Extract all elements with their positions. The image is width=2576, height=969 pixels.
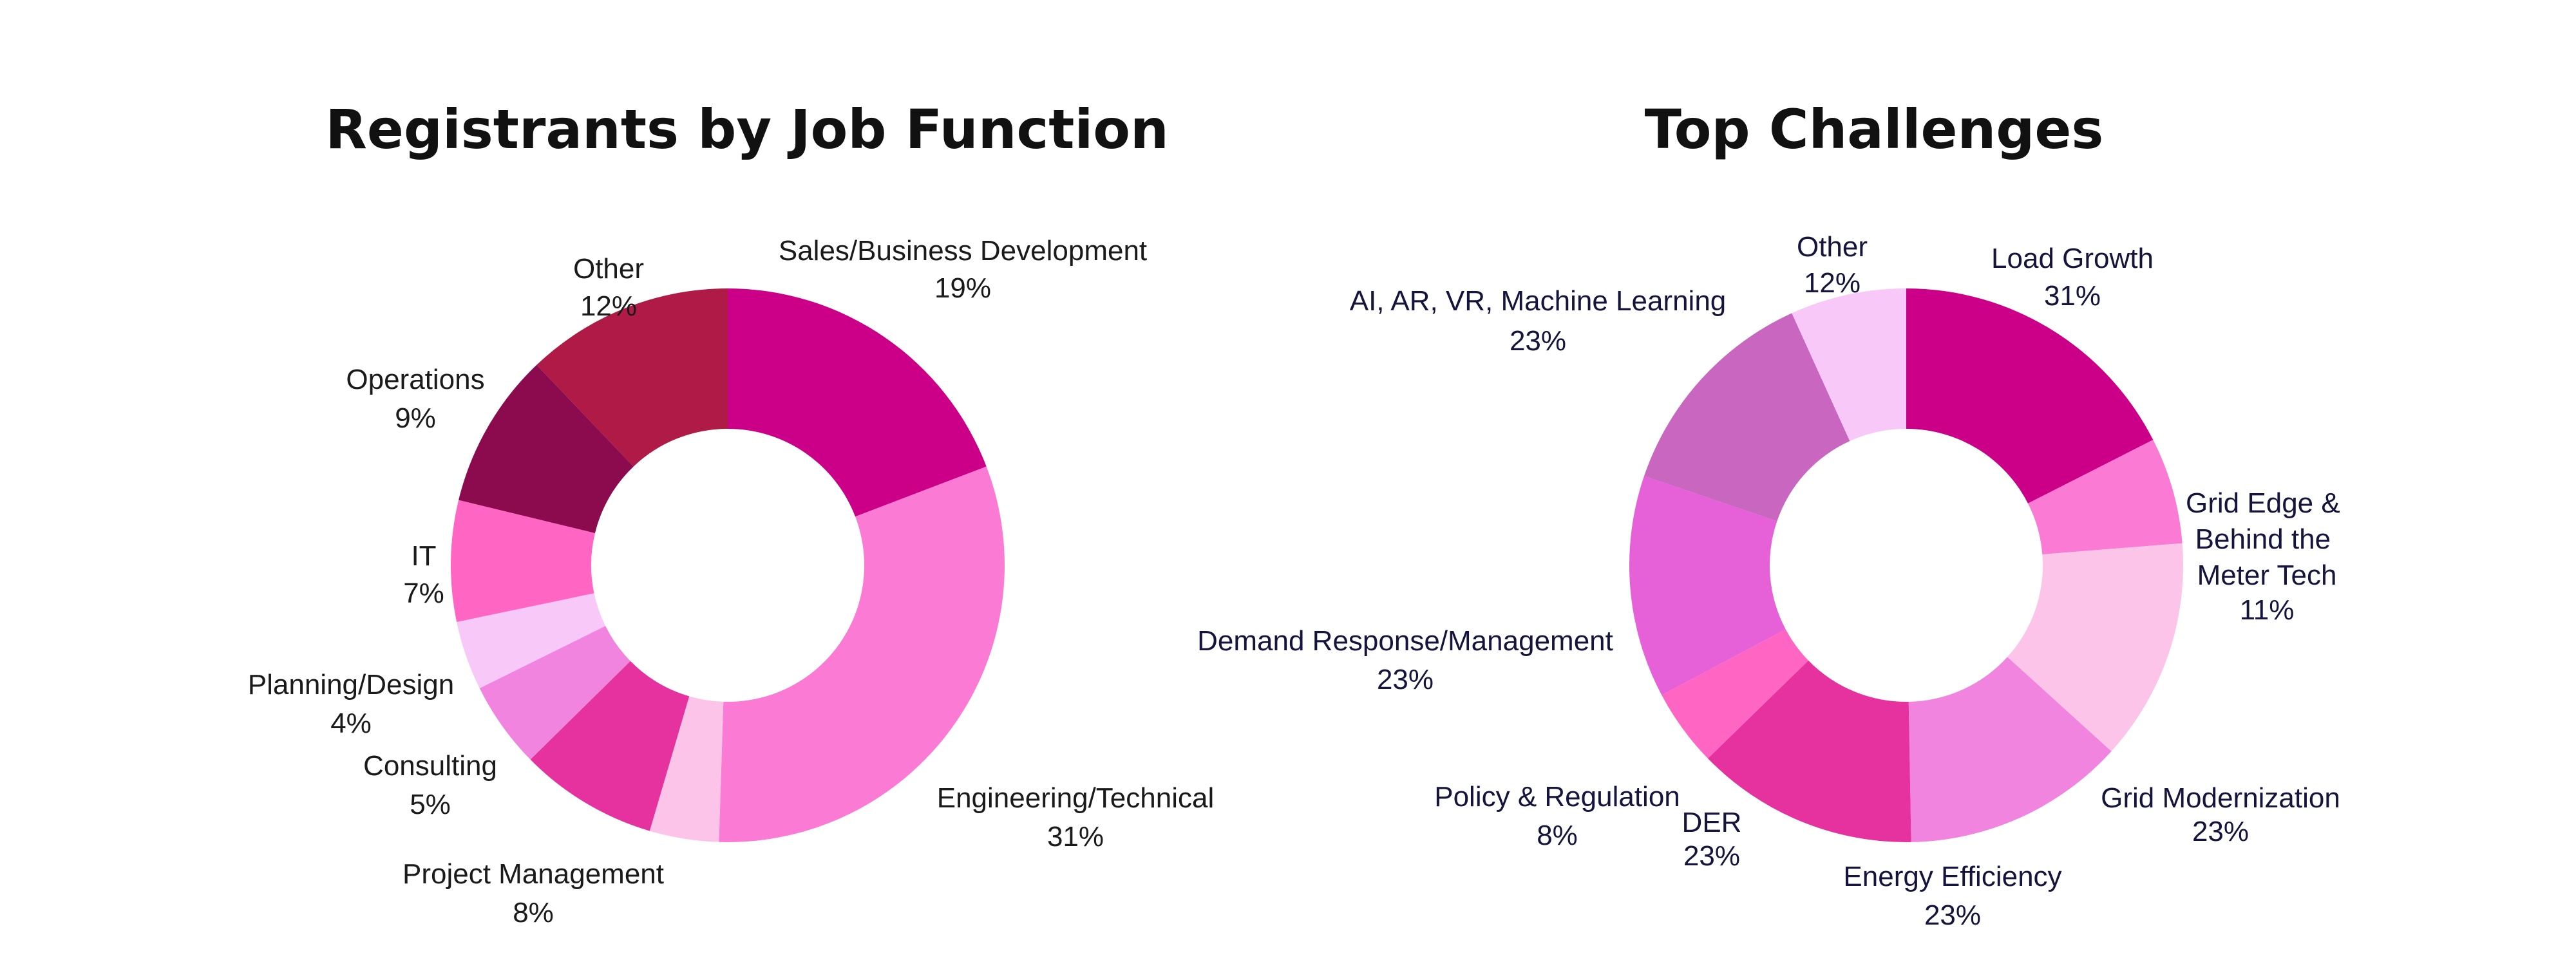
slice-label-name: Demand Response/Management [1197, 625, 1613, 657]
donut-slice-grid-edge-behind-the-meter-tech [2027, 440, 2183, 555]
donut-slice-consulting [479, 626, 630, 760]
top-challenges-chart: Top Challenges Load Growth 31% Grid Edge… [1197, 98, 2348, 931]
slice-label-name: AI, AR, VR, Machine Learning [1350, 285, 1727, 317]
donut-slice-der [1707, 660, 1911, 842]
donut-slice-it [451, 500, 595, 623]
slice-label-pct: 9% [395, 402, 436, 434]
slice-label-load-growth: Load Growth 31% [1991, 243, 2154, 312]
donut-slice-planning-design [457, 593, 606, 688]
slice-label-name: Project Management [402, 858, 664, 890]
slice-label-it: IT 7% [403, 540, 444, 609]
slice-label-pct: 23% [1683, 840, 1740, 872]
donut-slice-grid-modernization [2007, 543, 2183, 751]
slice-label-ai: AI, AR, VR, Machine Learning 23% [1350, 285, 1727, 357]
chart-title: Top Challenges [1645, 98, 2104, 161]
slice-label-other: Other 12% [573, 253, 644, 322]
slice-label-name: Consulting [363, 750, 497, 782]
donut-slice-unlabeled [649, 696, 724, 842]
donut-slice-ai-ar-vr-machine-learning [1643, 313, 1850, 522]
donut-slice-sales-business-development [728, 288, 987, 517]
slice-label-demand-response: Demand Response/Management 23% [1197, 625, 1613, 695]
donut-slice-operations [459, 364, 634, 534]
slice-label-name: Grid Edge & Behind the Meter Tech [2186, 487, 2348, 591]
job-function-slices [451, 288, 1005, 842]
slice-label-name: Operations [346, 364, 484, 395]
donut-slice-energy-efficiency [1908, 657, 2112, 842]
slice-label-pct: 5% [410, 789, 451, 820]
slice-label-pct: 31% [2044, 280, 2101, 312]
slice-label-name: Other [573, 253, 644, 285]
slice-label-pct: 8% [1537, 820, 1578, 851]
slice-label-pct: 23% [1924, 899, 1981, 931]
slice-label-planning: Planning/Design 4% [248, 669, 454, 739]
donut-slice-load-growth [1906, 288, 2154, 503]
slice-label-der: DER 23% [1682, 807, 1742, 872]
slice-label-name: Sales/Business Development [779, 235, 1147, 267]
slice-label-pct: 19% [934, 272, 991, 304]
slice-label-grid-edge: Grid Edge & Behind the Meter Tech 11% [2186, 487, 2348, 626]
slice-label-policy: Policy & Regulation 8% [1434, 781, 1680, 851]
top-challenges-slices [1629, 288, 2183, 842]
job-function-chart: Registrants by Job Function Sales/Busine… [248, 98, 1214, 928]
donut-slice-policy-regulation [1662, 629, 1809, 758]
slice-label-pct: 23% [2192, 816, 2249, 847]
slice-label-name: Other [1797, 231, 1868, 263]
slice-label-energy-efficiency: Energy Efficiency 23% [1843, 861, 2061, 931]
slice-label-pct: 4% [330, 708, 372, 739]
slice-label-project-management: Project Management 8% [402, 858, 664, 928]
slice-label-line: Behind the [2195, 523, 2331, 555]
donut-slice-engineering-technical [719, 466, 1005, 842]
slice-label-name: Policy & Regulation [1434, 781, 1680, 813]
slice-label-name: Energy Efficiency [1843, 861, 2061, 892]
slice-label-name: Engineering/Technical [937, 782, 1215, 814]
slice-label-name: IT [411, 540, 436, 572]
slice-label-name: Planning/Design [248, 669, 454, 701]
slice-label-pct: 12% [580, 290, 637, 322]
slice-label-other: Other 12% [1797, 231, 1868, 299]
donut-slice-demand-response-management [1629, 476, 1786, 695]
slice-label-name: DER [1682, 807, 1742, 838]
slice-label-name: Grid Modernization [2101, 782, 2340, 814]
donut-slice-project-management [530, 661, 690, 831]
chart-title: Registrants by Job Function [325, 98, 1169, 161]
donut-slice-other [1792, 288, 1906, 441]
slice-label-engineering: Engineering/Technical 31% [937, 782, 1215, 852]
slice-label-pct: 12% [1804, 267, 1861, 299]
slice-label-line: Meter Tech [2197, 560, 2337, 591]
slice-label-operations: Operations 9% [346, 364, 484, 434]
slice-label-pct: 23% [1377, 664, 1434, 695]
slice-label-pct: 7% [403, 578, 444, 609]
donut-slice-other [536, 288, 728, 467]
slice-label-pct: 8% [513, 897, 554, 928]
slice-label-sales: Sales/Business Development 19% [779, 235, 1147, 304]
slice-label-line: Grid Edge & [2186, 487, 2340, 519]
slice-label-pct: 23% [1510, 325, 1566, 357]
slice-label-pct: 11% [2240, 594, 2295, 626]
slice-label-consulting: Consulting 5% [363, 750, 497, 820]
slice-label-pct: 31% [1047, 821, 1104, 852]
slice-label-name: Load Growth [1991, 243, 2154, 274]
slice-label-grid-modernization: Grid Modernization 23% [2101, 782, 2340, 847]
